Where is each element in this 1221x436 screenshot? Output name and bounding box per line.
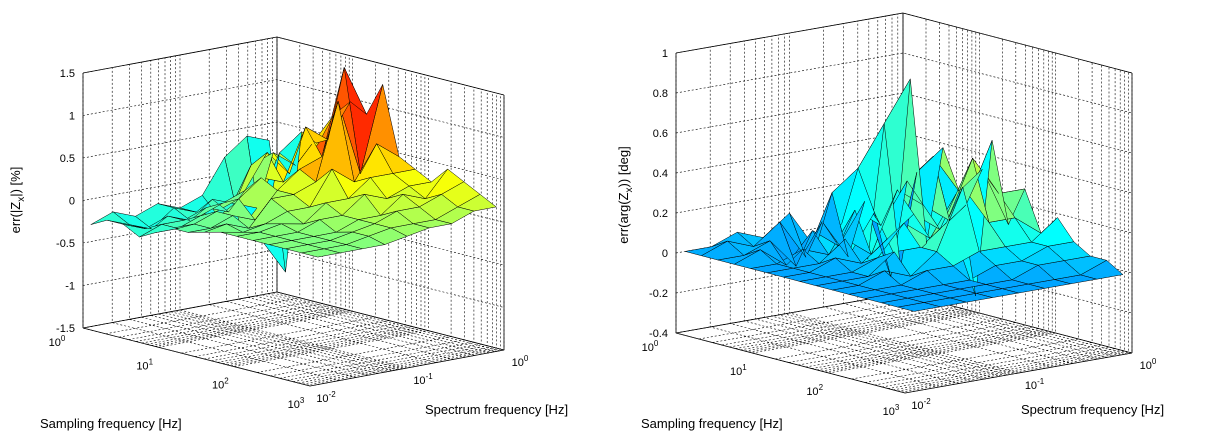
axes-frame — [82, 36, 505, 387]
y-tick-label: 10-2 — [316, 390, 336, 405]
x-tick-label: 103 — [288, 396, 305, 411]
axes-frame — [675, 12, 1133, 394]
z-tick-label: 0.4 — [653, 168, 668, 180]
z-tick-label: 0.8 — [653, 88, 668, 100]
x-tick-label: 103 — [883, 403, 900, 418]
y-tick-labels: 10-2 10-1 100 — [911, 357, 1157, 412]
z-axis-label: err(|Zx|) [%] — [8, 167, 27, 234]
z-tick-label: 1.5 — [60, 68, 75, 80]
x-tick-label: 102 — [212, 377, 229, 392]
z-tick-label: 0 — [662, 248, 668, 260]
x-tick-label: 100 — [642, 339, 659, 354]
z-tick-label: -1.5 — [56, 323, 75, 335]
x-tick-label: 101 — [730, 363, 747, 378]
y-axis-label: Spectrum frequency [Hz] — [425, 402, 568, 417]
z-tick-label: 0.6 — [653, 128, 668, 140]
z-tick-label: 1 — [662, 48, 668, 60]
surface — [90, 66, 497, 274]
x-tick-labels: 100 101 102 103 — [642, 339, 900, 418]
z-tick-label: 1 — [69, 111, 75, 123]
x-tick-label: 102 — [806, 383, 823, 398]
z-tick-label: 0 — [69, 196, 75, 208]
x-tick-labels: 100 101 102 103 — [49, 334, 305, 411]
y-axis-label: Spectrum frequency [Hz] — [1021, 402, 1164, 417]
z-tick-label: 0.5 — [60, 153, 75, 165]
z-tick-labels: 1 0.8 0.6 0.4 0.2 0 -0.2 -0.4 — [649, 48, 668, 340]
z-tick-label: -0.4 — [649, 328, 668, 340]
y-tick-label: 10-2 — [911, 397, 931, 412]
y-tick-label: 100 — [512, 354, 529, 369]
x-tick-label: 100 — [49, 334, 66, 349]
z-tick-label: -0.2 — [649, 288, 668, 300]
z-tick-label: 0.2 — [653, 208, 668, 220]
z-tick-labels: 1.5 1 0.5 0 -0.5 -1 -1.5 — [56, 68, 75, 335]
y-tick-label: 10-1 — [413, 372, 433, 387]
surface — [685, 78, 1124, 312]
z-tick-label: -0.5 — [56, 238, 75, 250]
surface-facet — [685, 240, 728, 256]
z-axis-label: err(arg(Zx)) [deg] — [616, 146, 635, 243]
x-tick-label: 101 — [136, 357, 153, 372]
y-tick-labels: 10-2 10-1 100 — [316, 354, 529, 405]
y-tick-label: 10-1 — [1025, 377, 1045, 392]
x-axis-label: Sampling frequency [Hz] — [40, 416, 182, 431]
z-tick-label: -1 — [65, 281, 75, 293]
y-tick-label: 100 — [1140, 357, 1157, 372]
surface-facet — [90, 211, 130, 225]
x-axis-label: Sampling frequency [Hz] — [641, 416, 783, 431]
